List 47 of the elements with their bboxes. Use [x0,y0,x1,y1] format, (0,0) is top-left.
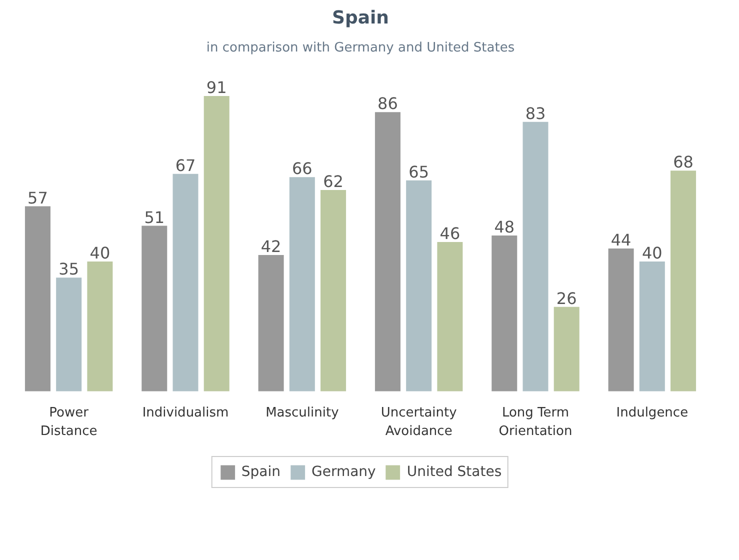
bar [142,226,168,392]
data-label: 35 [58,260,80,279]
data-label: 44 [610,230,632,250]
bar [522,122,548,392]
data-label: 42 [260,236,282,256]
data-label: 83 [525,104,546,123]
data-label: 40 [90,243,110,262]
bar [258,254,284,392]
data-label: 62 [323,172,344,192]
legend-label: Spain [241,464,280,480]
bar [492,235,518,392]
x-tick-label: Individualism [142,405,229,420]
chart-subtitle: in comparison with Germany and United States [206,40,515,56]
data-label: 66 [292,159,312,178]
data-label: 65 [408,162,430,182]
bar [374,112,400,392]
x-tick-label: Masculinity [266,405,340,420]
bar [320,190,346,392]
x-tick-label: Power Distance [40,405,98,440]
bar [172,174,198,392]
bar [608,248,634,392]
data-label: 86 [378,94,398,114]
bar [437,242,463,392]
data-label: 26 [556,288,577,308]
bar [24,206,50,392]
data-label: 46 [440,224,460,243]
data-label: 91 [206,78,227,97]
legend-label: United States [406,464,502,480]
bar [639,261,665,392]
data-label: 51 [144,208,165,227]
chart-title: Spain [332,8,389,28]
data-label: 68 [673,152,694,172]
bar [670,170,696,392]
x-tick-label: Uncertainty Avoidance [380,405,458,440]
bar [554,306,580,392]
x-tick-label: Indulgence [616,405,688,420]
data-label: 57 [28,188,48,208]
legend-label: Germany [311,464,376,480]
data-label: 48 [494,217,515,236]
x-tick-label: Long Term Orientation [498,405,572,440]
bar [204,96,230,392]
bar [406,180,432,392]
bar [56,278,82,392]
bar [289,177,315,392]
bar [87,261,113,392]
data-label: 40 [642,243,662,262]
data-label: 67 [175,156,196,175]
